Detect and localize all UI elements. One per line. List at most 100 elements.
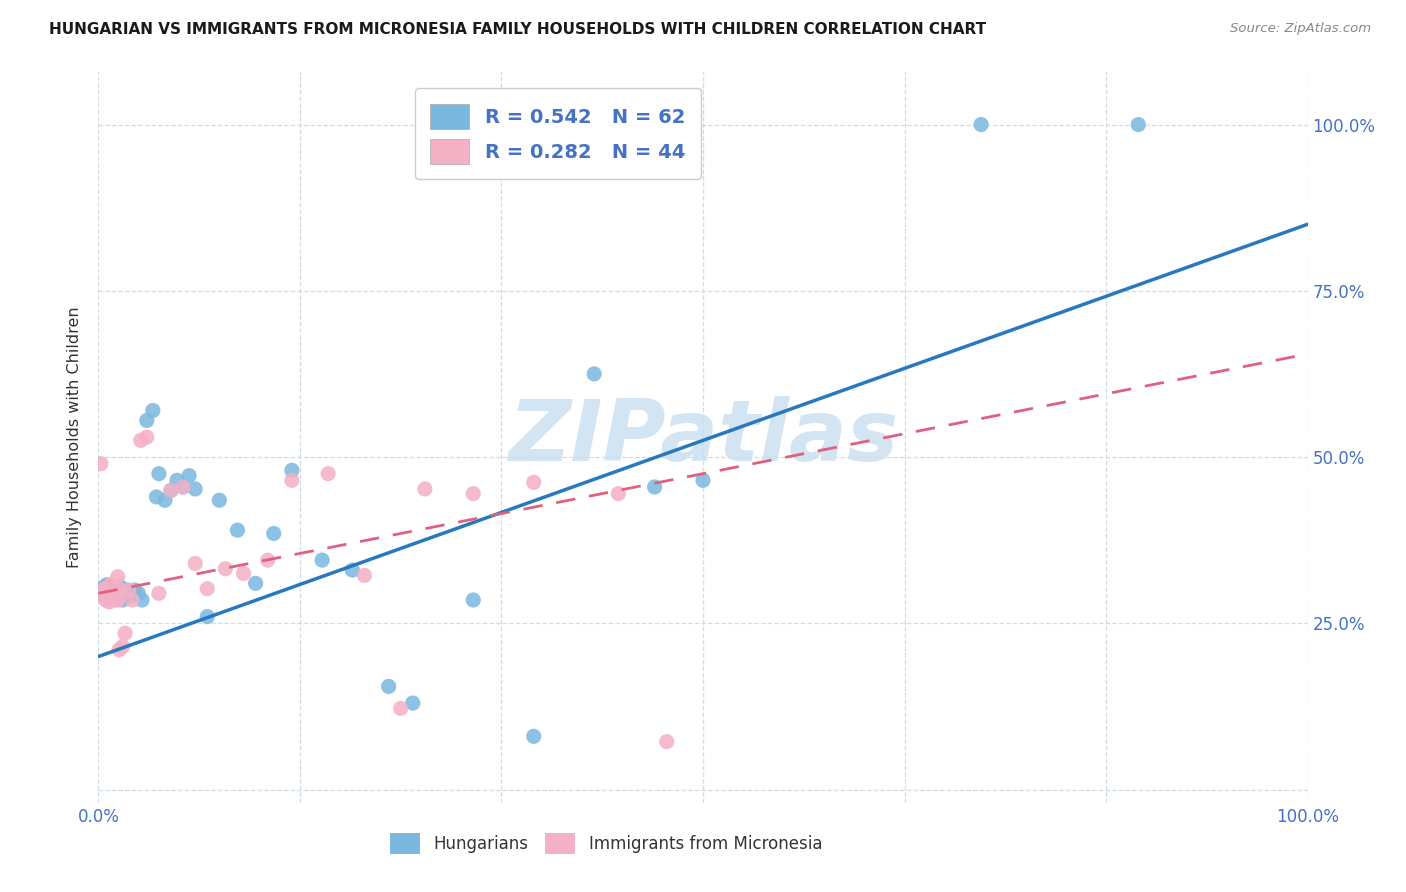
Point (281, 463, 304, 477)
Point (94, 590, 117, 604)
Point (523, 475, 546, 490)
Point (121, 593, 143, 607)
Point (226, 523, 249, 537)
Point (108, 580, 131, 594)
Point (118, 582, 141, 597)
Y-axis label: Family Households with Children: Family Households with Children (67, 306, 83, 568)
Point (172, 480, 194, 494)
Point (184, 482, 207, 496)
Point (90, 586, 112, 600)
Point (970, 118, 993, 132)
Point (110, 590, 132, 604)
Point (98, 581, 121, 595)
Point (96, 586, 118, 600)
Point (111, 593, 134, 607)
Point (389, 701, 412, 715)
Point (100, 588, 122, 602)
Text: Source: ZipAtlas.com: Source: ZipAtlas.com (1230, 22, 1371, 36)
Point (104, 588, 127, 602)
Point (90, 457, 112, 471)
Point (232, 566, 254, 581)
Point (105, 590, 128, 604)
Point (342, 563, 364, 577)
Point (281, 473, 304, 487)
Point (118, 590, 141, 604)
Point (93, 586, 115, 600)
Point (172, 480, 194, 494)
Point (96, 584, 118, 599)
Point (91, 588, 114, 602)
Point (184, 557, 207, 571)
Point (153, 493, 176, 508)
Point (353, 568, 375, 582)
Point (107, 582, 129, 597)
Point (179, 468, 201, 483)
Point (101, 582, 124, 596)
Point (104, 588, 127, 602)
Point (108, 582, 131, 597)
Point (108, 586, 131, 600)
Point (101, 586, 124, 600)
Point (112, 584, 135, 599)
Point (463, 593, 485, 607)
Point (101, 584, 124, 599)
Point (145, 490, 167, 504)
Point (93, 582, 115, 596)
Point (98, 588, 121, 602)
Point (377, 680, 399, 694)
Text: HUNGARIAN VS IMMIGRANTS FROM MICRONESIA FAMILY HOUSEHOLDS WITH CHILDREN CORRELAT: HUNGARIAN VS IMMIGRANTS FROM MICRONESIA … (49, 22, 987, 37)
Point (256, 553, 278, 567)
Point (166, 473, 188, 487)
Point (124, 582, 146, 597)
Point (97, 588, 120, 602)
Point (692, 473, 714, 487)
Point (263, 526, 285, 541)
Point (644, 480, 666, 494)
Point (91, 584, 114, 599)
Point (148, 467, 170, 481)
Point (100, 577, 122, 591)
Point (214, 562, 236, 576)
Point (127, 586, 149, 600)
Point (111, 640, 134, 654)
Point (129, 434, 152, 448)
Point (142, 403, 165, 417)
Point (91, 582, 114, 596)
Point (311, 553, 333, 567)
Point (195, 582, 218, 596)
Point (103, 582, 125, 596)
Point (245, 576, 267, 591)
Point (115, 582, 138, 597)
Point (583, 367, 606, 381)
Point (148, 586, 170, 600)
Point (100, 590, 122, 604)
Point (108, 643, 131, 657)
Point (93, 580, 115, 594)
Point (316, 467, 339, 481)
Point (208, 493, 231, 508)
Point (98, 595, 121, 609)
Text: ZIPatlas: ZIPatlas (508, 395, 898, 479)
Point (100, 584, 122, 599)
Point (195, 609, 218, 624)
Point (131, 593, 153, 607)
Point (402, 696, 425, 710)
Point (97, 591, 120, 605)
Point (463, 486, 485, 500)
Point (107, 570, 129, 584)
Point (97, 584, 120, 599)
Point (135, 430, 157, 444)
Point (160, 483, 183, 498)
Point (413, 482, 436, 496)
Point (1128, 118, 1150, 132)
Point (91, 584, 114, 599)
Point (107, 593, 129, 607)
Point (114, 626, 136, 640)
Point (94, 593, 117, 607)
Point (114, 588, 136, 602)
Point (120, 586, 142, 600)
Point (94, 582, 117, 597)
Point (607, 486, 630, 500)
Point (160, 483, 183, 498)
Point (135, 413, 157, 427)
